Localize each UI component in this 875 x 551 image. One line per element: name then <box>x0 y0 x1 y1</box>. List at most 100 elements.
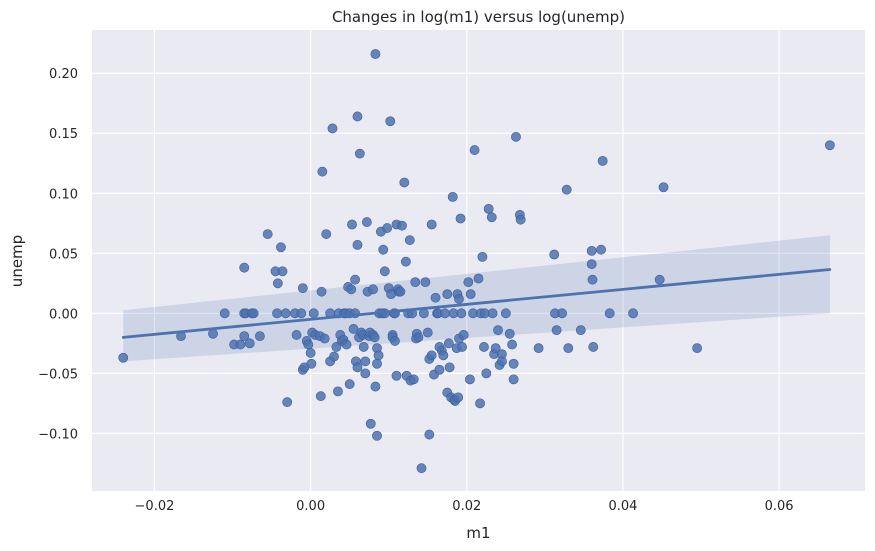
data-point <box>410 277 421 288</box>
data-point <box>430 292 441 303</box>
data-point <box>329 351 339 362</box>
data-point <box>469 145 480 155</box>
data-point <box>208 328 218 339</box>
x-tick-label: 0.04 <box>608 499 637 514</box>
data-point <box>219 308 230 319</box>
data-point <box>397 220 407 231</box>
data-point <box>424 429 435 440</box>
data-point <box>370 49 381 59</box>
data-point <box>327 123 338 134</box>
data-point <box>365 418 376 429</box>
data-point <box>654 274 665 285</box>
x-tick-label: 0.02 <box>452 499 481 514</box>
data-point <box>549 249 560 260</box>
data-point <box>507 339 517 350</box>
data-point <box>628 308 638 319</box>
y-tick-label: −0.05 <box>38 367 78 382</box>
data-point <box>422 327 433 338</box>
data-point <box>596 244 606 255</box>
data-point <box>361 217 372 227</box>
data-point <box>354 148 365 159</box>
data-point <box>440 308 450 319</box>
data-point <box>358 342 369 352</box>
data-point <box>413 332 424 343</box>
data-point <box>346 284 357 295</box>
data-points <box>118 49 835 474</box>
data-point <box>477 251 488 262</box>
data-point <box>557 308 567 319</box>
data-point <box>254 331 265 342</box>
data-point <box>447 191 458 202</box>
data-point <box>372 358 382 369</box>
y-tick-labels: −0.10 −0.05 0.00 0.05 0.10 0.15 0.20 <box>38 67 78 442</box>
data-point <box>500 308 511 319</box>
x-tick-labels: −0.02 0.00 0.02 0.04 0.06 <box>135 499 794 514</box>
plot-background <box>92 30 865 491</box>
data-point <box>344 379 355 390</box>
data-point <box>486 212 497 223</box>
data-point <box>453 392 464 403</box>
confidence-band-area <box>123 235 830 362</box>
data-point <box>382 223 393 233</box>
data-point <box>280 308 291 319</box>
data-point <box>511 131 521 142</box>
data-point <box>658 182 669 193</box>
data-point <box>463 277 474 288</box>
x-tick-label: 0.00 <box>296 499 325 514</box>
data-point <box>533 343 544 354</box>
data-point <box>434 364 445 375</box>
data-point <box>399 177 410 188</box>
data-point <box>262 229 273 239</box>
data-point <box>587 274 598 285</box>
data-point <box>395 286 406 297</box>
data-point <box>493 325 503 336</box>
data-point <box>597 155 608 166</box>
data-point <box>465 289 476 300</box>
confidence-band <box>123 235 830 362</box>
data-point <box>277 266 288 277</box>
x-tick-label: 0.06 <box>765 499 794 514</box>
data-point <box>239 262 250 273</box>
data-point <box>444 362 455 373</box>
data-point <box>306 358 317 369</box>
data-point <box>296 308 307 319</box>
data-point <box>303 339 314 350</box>
data-point <box>438 350 449 361</box>
data-point <box>824 140 835 151</box>
data-point <box>457 342 468 352</box>
y-tick-label: 0.10 <box>49 187 78 202</box>
data-point <box>400 256 411 267</box>
data-point <box>317 166 328 177</box>
data-point <box>360 356 371 367</box>
y-tick-label: −0.10 <box>38 427 78 442</box>
chart-title: Changes in log(m1) versus log(unemp) <box>332 8 625 26</box>
y-axis-label: unemp <box>8 235 26 287</box>
data-point <box>404 235 415 245</box>
data-point <box>360 368 371 379</box>
y-tick-label: 0.00 <box>49 307 78 322</box>
data-point <box>248 308 259 319</box>
data-point <box>368 284 378 295</box>
data-point <box>316 286 327 297</box>
data-point <box>454 294 464 304</box>
data-point <box>426 219 437 230</box>
data-point <box>504 328 515 339</box>
data-point <box>379 266 390 277</box>
data-point <box>692 343 703 354</box>
data-point <box>551 325 562 336</box>
data-point <box>118 352 129 363</box>
data-point <box>479 342 489 352</box>
y-tick-label: 0.15 <box>49 127 78 142</box>
data-point <box>321 229 332 239</box>
data-point <box>561 184 572 195</box>
data-point <box>515 214 526 225</box>
data-point <box>369 332 380 343</box>
data-point <box>481 368 492 379</box>
data-point <box>235 339 246 350</box>
data-point <box>487 308 498 319</box>
data-point <box>378 244 389 255</box>
data-point <box>586 259 597 270</box>
data-point <box>291 330 302 340</box>
data-point <box>333 386 343 397</box>
